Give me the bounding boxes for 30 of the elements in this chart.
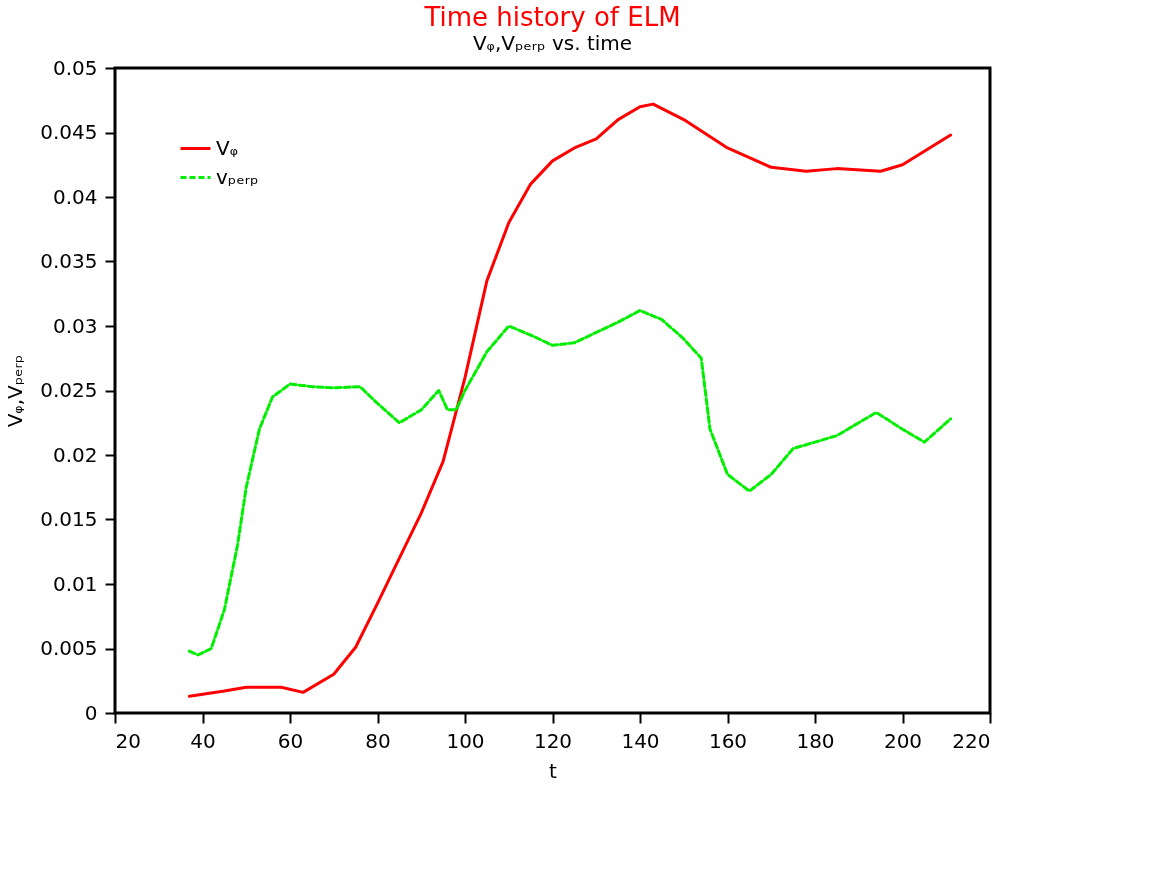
- y-tick-label: 0.05: [52, 55, 98, 80]
- line-series: [187, 102, 953, 698]
- y-tick-label: 0.035: [40, 249, 98, 273]
- x-tick-label: 140: [621, 728, 660, 753]
- y-tick-label: 0.03: [52, 313, 98, 338]
- legend-label: Vᵩ: [216, 135, 238, 160]
- x-tick-label: 80: [365, 728, 391, 753]
- x-tick-label: 40: [190, 728, 216, 753]
- y-tick-label: 0.01: [52, 571, 98, 596]
- chart-subtitle: Vᵩ,Vₚₑᵣₚ vs. time: [472, 31, 633, 55]
- chart-title: Time history of ELM: [423, 2, 681, 32]
- x-axis-title: t: [549, 758, 558, 783]
- x-tick-label: 100: [446, 728, 485, 753]
- x-tick-label: 60: [277, 728, 304, 753]
- x-tick-label: 20: [115, 728, 141, 753]
- x-tick-label: 200: [883, 728, 923, 753]
- y-tick-label: 0.005: [40, 636, 98, 660]
- y-tick-label: 0.015: [40, 507, 98, 531]
- y-tick-label: 0.025: [40, 378, 98, 402]
- y-tick-label: 0.04: [52, 184, 98, 209]
- line-series: [187, 309, 953, 657]
- y-tick-label: 0.045: [40, 120, 98, 144]
- x-tick-label: 160: [708, 728, 748, 753]
- x-tick-label: 180: [796, 728, 835, 753]
- x-tick-label: 220: [952, 728, 991, 753]
- y-tick-label: 0: [84, 700, 98, 725]
- legend-label: vₚₑᵣₚ: [216, 164, 259, 189]
- x-tick-label: 120: [533, 728, 573, 753]
- y-tick-label: 0.02: [52, 442, 98, 467]
- y-axis-title: Vᵩ,Vₚₑᵣₚ: [3, 354, 28, 428]
